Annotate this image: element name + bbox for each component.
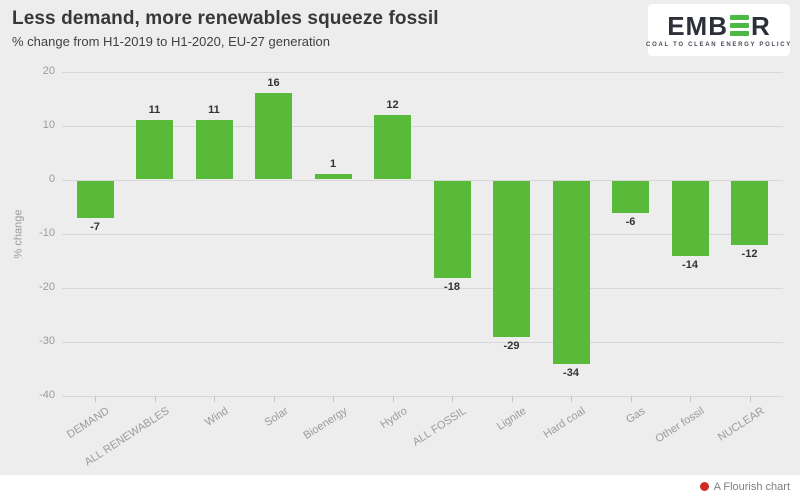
ember-logo-e-bars-icon	[730, 15, 749, 36]
bar-nuclear[interactable]	[731, 180, 768, 246]
ember-logo: EMB R COAL TO CLEAN ENERGY POLICY	[646, 4, 792, 56]
flourish-logo-icon	[699, 482, 709, 491]
x-axis-label: Hydro	[377, 404, 410, 431]
bar-hydro[interactable]	[374, 114, 411, 180]
bar-value-label: -18	[444, 280, 460, 293]
x-axis-label: Solar	[261, 404, 291, 429]
bar-value-label: 11	[148, 104, 161, 117]
bar-hard-coal[interactable]	[552, 180, 590, 365]
x-axis-tick	[630, 395, 632, 402]
y-tick-label: -10	[39, 226, 55, 239]
ember-logo-wordmark: EMB R	[667, 13, 771, 39]
gridline	[62, 395, 783, 397]
bar-demand[interactable]	[76, 180, 114, 219]
y-tick-label: -20	[39, 280, 55, 293]
gridline	[62, 341, 783, 343]
x-axis-tick	[571, 395, 572, 402]
x-axis-label: Hard coal	[541, 404, 588, 441]
footer-bar: A Flourish chart	[0, 475, 800, 498]
x-axis-label: Other fossil	[653, 404, 707, 445]
x-axis-label: Gas	[623, 404, 648, 426]
x-axis-label: Lignite	[494, 404, 529, 433]
ember-logo-text-post: R	[751, 10, 771, 41]
bar-gas[interactable]	[612, 180, 649, 213]
gridline	[62, 125, 783, 127]
bar-lignite[interactable]	[493, 180, 530, 338]
bar-value-label: -6	[625, 215, 636, 228]
x-axis-label: Wind	[202, 404, 231, 429]
x-axis-tick	[214, 395, 215, 402]
bar-solar[interactable]	[255, 93, 292, 180]
ember-logo-text-pre: EMB	[667, 10, 728, 41]
y-tick-label: 0	[48, 172, 55, 185]
x-axis-label: ALL FOSSIL	[410, 404, 469, 448]
x-axis-tick	[154, 395, 156, 402]
y-tick-label: -30	[39, 334, 55, 347]
gridline	[62, 71, 783, 73]
y-tick-label: 10	[42, 118, 55, 131]
x-axis-tick	[749, 395, 751, 402]
gridline	[62, 287, 783, 289]
gridline	[62, 233, 783, 235]
x-axis-tick	[511, 395, 513, 402]
bar-value-label: -14	[682, 259, 698, 272]
bar-bioenergy[interactable]	[314, 174, 352, 180]
x-axis-label: NUCLEAR	[715, 404, 767, 444]
flourish-attribution-link[interactable]: A Flourish chart	[699, 480, 790, 493]
x-axis-tick	[392, 395, 394, 402]
bar-all-renewables[interactable]	[136, 120, 173, 180]
flourish-attribution-text: A Flourish chart	[713, 480, 790, 493]
bar-value-label: -7	[90, 221, 100, 234]
y-tick-label: 20	[42, 64, 55, 77]
bar-value-label: 1	[329, 158, 337, 171]
bar-value-label: -12	[741, 248, 758, 261]
bar-value-label: -34	[563, 367, 579, 380]
y-tick-label: -40	[39, 388, 55, 401]
bar-all-fossil[interactable]	[433, 180, 471, 278]
x-axis-tick	[333, 395, 334, 402]
x-axis-tick	[452, 395, 453, 402]
chart-title: Less demand, more renewables squeeze fos…	[12, 8, 439, 29]
bar-value-label: 16	[267, 77, 280, 90]
x-axis-tick	[690, 395, 691, 402]
x-axis-tick	[273, 395, 275, 402]
x-axis-label: DEMAND	[65, 404, 112, 441]
x-axis-tick	[95, 395, 96, 402]
bar-other-fossil[interactable]	[671, 180, 709, 257]
bar-value-label: -29	[503, 340, 520, 353]
bar-value-label: 12	[386, 98, 399, 111]
chart-subtitle: % change from H1-2019 to H1-2020, EU-27 …	[12, 34, 330, 49]
bar-wind[interactable]	[195, 120, 233, 180]
bar-value-label: 11	[208, 104, 220, 117]
x-axis-label: Bioenergy	[301, 404, 350, 442]
ember-logo-tagline: COAL TO CLEAN ENERGY POLICY	[646, 41, 792, 48]
gridline	[62, 179, 783, 181]
